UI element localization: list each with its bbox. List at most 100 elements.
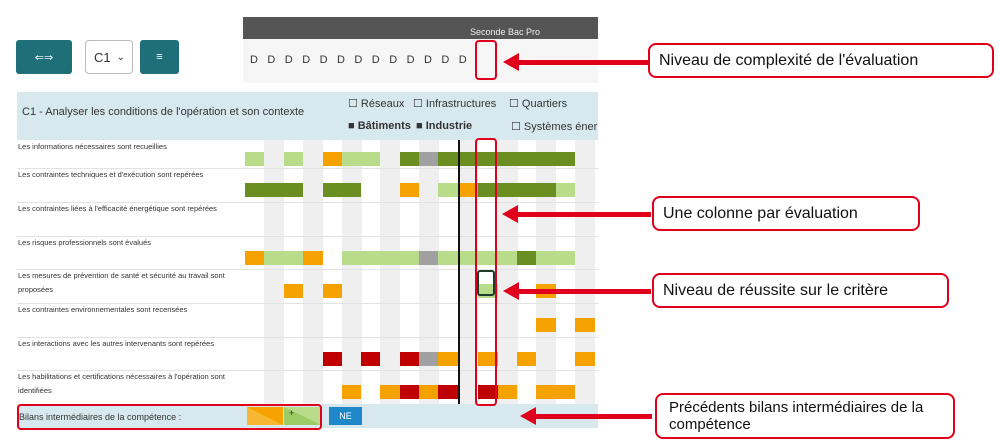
evaluation-result-cell[interactable] (438, 385, 458, 399)
evaluation-result-cell[interactable] (517, 152, 536, 166)
evaluation-level-cell[interactable]: D (424, 54, 432, 66)
evaluation-result-cell[interactable] (419, 152, 438, 166)
evaluation-level-cell[interactable]: D (406, 54, 415, 66)
evaluation-level-cell[interactable]: D (267, 54, 276, 66)
evaluation-result-cell[interactable] (400, 352, 419, 366)
evaluation-level-cell[interactable]: D (354, 54, 363, 66)
evaluation-result-cell[interactable] (556, 385, 575, 399)
menu-button[interactable]: ≡ (140, 40, 179, 74)
evaluation-result-cell[interactable] (323, 352, 342, 366)
arrow-previous-head (520, 407, 536, 425)
legend-reseaux[interactable]: ☐ Réseaux (348, 98, 405, 110)
evaluation-result-cell[interactable] (245, 251, 264, 265)
toggle-view-button[interactable]: ⇐⇒ (16, 40, 72, 74)
evaluation-level-cell[interactable]: D (284, 54, 293, 66)
evaluation-result-cell[interactable] (361, 251, 380, 265)
evaluation-result-cell[interactable] (575, 318, 595, 332)
evaluation-level-cell[interactable]: D (371, 54, 380, 66)
evaluation-result-cell[interactable] (400, 385, 419, 399)
legend-industrie[interactable]: ■ Industrie (416, 120, 473, 132)
bilan-swatches[interactable] (247, 407, 321, 425)
evaluation-level-cell[interactable]: D (458, 54, 467, 66)
evaluation-result-cell[interactable] (400, 251, 419, 265)
evaluation-result-cell[interactable] (556, 251, 575, 265)
arrow-success (518, 289, 651, 294)
evaluation-result-cell[interactable] (517, 352, 536, 366)
evaluation-result-cell[interactable] (400, 183, 419, 197)
evaluation-level-cell[interactable]: D (302, 54, 311, 66)
evaluation-level-cell[interactable]: D (319, 54, 328, 66)
evaluation-result-cell[interactable] (438, 183, 458, 197)
bilans-label: Bilans intermédiaires de la compétence : (19, 412, 182, 422)
evaluation-result-cell[interactable] (498, 251, 517, 265)
legend-batiments[interactable]: ■ Bâtiments (348, 120, 411, 132)
evaluation-result-cell[interactable] (536, 152, 556, 166)
evaluation-result-cell[interactable] (400, 152, 419, 166)
legend-quartiers[interactable]: ☐ Quartiers (509, 98, 568, 110)
evaluation-result-cell[interactable] (478, 352, 498, 366)
evaluation-result-cell[interactable] (478, 183, 498, 197)
evaluation-result-cell[interactable] (575, 352, 595, 366)
evaluation-result-cell[interactable] (245, 183, 264, 197)
evaluation-result-cell[interactable] (342, 152, 361, 166)
evaluation-result-cell[interactable] (458, 251, 478, 265)
evaluation-result-cell[interactable] (342, 385, 361, 399)
evaluation-result-cell[interactable] (323, 183, 342, 197)
evaluation-result-cell[interactable] (478, 385, 498, 399)
evaluation-result-cell[interactable] (536, 318, 556, 332)
evaluation-result-cell[interactable] (458, 152, 478, 166)
evaluation-result-cell[interactable] (498, 183, 517, 197)
evaluation-result-cell[interactable] (361, 152, 380, 166)
criterion-label: Les interactions avec les autres interve… (18, 339, 214, 348)
evaluation-level-cell[interactable]: D (250, 54, 258, 66)
evaluation-result-cell[interactable] (536, 385, 556, 399)
evaluation-result-cell[interactable] (498, 385, 517, 399)
column-band (342, 140, 362, 404)
evaluation-result-cell[interactable] (478, 251, 498, 265)
evaluation-level-cell[interactable]: D (441, 54, 450, 66)
evaluation-result-cell[interactable] (323, 284, 342, 298)
legend-systemes[interactable]: ☐ Systèmes éner (511, 121, 598, 133)
evaluation-result-cell[interactable] (498, 152, 517, 166)
row-divider (17, 269, 598, 270)
evaluation-result-cell[interactable] (342, 183, 361, 197)
evaluation-result-cell[interactable] (284, 152, 303, 166)
evaluation-result-cell[interactable] (536, 251, 556, 265)
evaluation-result-cell[interactable] (303, 251, 323, 265)
evaluation-result-cell[interactable] (284, 251, 303, 265)
evaluation-result-cell[interactable] (264, 251, 284, 265)
evaluation-result-cell[interactable] (419, 251, 438, 265)
evaluation-result-cell[interactable] (361, 352, 380, 366)
evaluation-result-cell[interactable] (536, 183, 556, 197)
evaluation-result-cell[interactable] (458, 183, 478, 197)
evaluation-result-cell[interactable] (517, 183, 536, 197)
evaluation-result-cell[interactable] (380, 385, 400, 399)
evaluation-result-cell[interactable] (438, 251, 458, 265)
evaluation-result-cell[interactable] (419, 352, 438, 366)
column-band (380, 140, 400, 404)
evaluation-result-cell[interactable] (556, 183, 575, 197)
bilan-green-triangle (284, 407, 321, 425)
evaluation-result-cell[interactable] (284, 183, 303, 197)
evaluation-result-cell[interactable] (245, 152, 264, 166)
evaluation-result-cell[interactable] (419, 385, 438, 399)
evaluation-level-cell[interactable]: D (337, 54, 345, 66)
evaluation-result-cell[interactable] (264, 183, 284, 197)
evaluation-result-cell[interactable] (323, 152, 342, 166)
evaluation-result-cell[interactable] (284, 284, 303, 298)
ne-button[interactable]: NE (329, 407, 362, 425)
legend-infrastructures[interactable]: ☐ Infrastructures (413, 98, 497, 110)
evaluation-level-cell[interactable]: D (389, 54, 398, 66)
competence-select[interactable]: C1 ⌄ (85, 40, 133, 74)
evaluation-result-cell[interactable] (438, 152, 458, 166)
evaluation-result-cell[interactable] (438, 352, 458, 366)
chevron-down-icon: ⌄ (116, 51, 126, 63)
column-band (498, 140, 518, 404)
evaluation-result-cell[interactable] (517, 251, 536, 265)
evaluation-result-cell[interactable] (342, 251, 361, 265)
row-divider (17, 303, 598, 304)
evaluation-result-cell[interactable] (556, 152, 575, 166)
column-band (536, 140, 556, 404)
evaluation-result-cell[interactable] (478, 152, 498, 166)
evaluation-result-cell[interactable] (380, 251, 400, 265)
